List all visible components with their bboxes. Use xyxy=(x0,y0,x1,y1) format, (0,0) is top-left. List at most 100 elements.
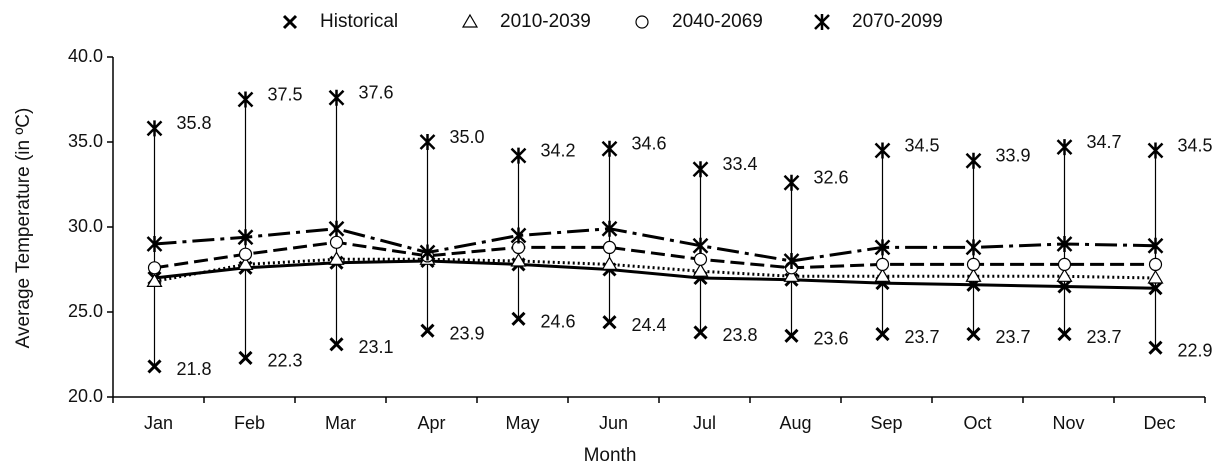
max-label: 34.7 xyxy=(1087,132,1122,152)
marker-x xyxy=(1057,279,1072,294)
marker-x xyxy=(1057,327,1072,342)
marker-asterisk xyxy=(692,237,709,254)
marker-triangle xyxy=(601,256,618,270)
marker-asterisk xyxy=(1147,237,1164,254)
legend-item: Historical xyxy=(282,11,398,32)
marker-x xyxy=(875,327,890,342)
min-label: 23.8 xyxy=(723,325,758,345)
marker-triangle xyxy=(874,268,891,282)
legend-item: 2070-2099 xyxy=(814,11,943,32)
marker-x xyxy=(511,311,526,326)
marker-x xyxy=(1148,340,1163,355)
marker-x xyxy=(329,337,344,352)
marker-x xyxy=(282,14,298,30)
marker-x xyxy=(784,328,799,343)
min-label: 23.7 xyxy=(996,327,1031,347)
max-label: 35.8 xyxy=(177,113,212,133)
max-label: 34.5 xyxy=(905,135,940,155)
x-tick-label: Apr xyxy=(417,413,445,433)
max-label: 37.5 xyxy=(268,84,303,104)
marker-triangle xyxy=(461,13,479,28)
marker-circle xyxy=(329,235,344,249)
x-tick-label: Sep xyxy=(870,413,902,433)
marker-circle xyxy=(875,257,890,271)
marker-asterisk xyxy=(419,134,436,150)
marker-asterisk xyxy=(1056,236,1073,252)
marker-asterisk xyxy=(965,239,982,256)
marker-asterisk xyxy=(874,142,891,159)
min-label: 23.6 xyxy=(814,329,849,349)
marker-asterisk xyxy=(965,152,982,169)
marker-asterisk xyxy=(146,236,163,252)
marker-asterisk xyxy=(510,147,527,164)
legend-label: 2040-2069 xyxy=(672,11,763,32)
marker-triangle xyxy=(1147,269,1164,284)
marker-x xyxy=(602,315,617,330)
marker-asterisk xyxy=(328,89,345,106)
x-tick-label: Jun xyxy=(599,413,628,433)
marker-asterisk xyxy=(1056,139,1073,156)
marker-asterisk xyxy=(146,120,163,137)
min-label: 23.9 xyxy=(450,323,485,343)
max-label: 33.4 xyxy=(723,154,758,174)
legend-item: 2010-2039 xyxy=(461,11,591,32)
marker-circle xyxy=(1148,257,1163,271)
marker-triangle xyxy=(146,273,163,287)
marker-triangle xyxy=(328,251,345,265)
marker-circle xyxy=(147,261,162,275)
legend-label: 2010-2039 xyxy=(500,11,591,32)
marker-asterisk xyxy=(783,253,800,269)
legend-item: 2040-2069 xyxy=(635,11,763,32)
marker-x xyxy=(966,327,981,342)
x-tick-label: May xyxy=(505,413,539,433)
min-label: 23.7 xyxy=(1087,327,1122,347)
marker-asterisk xyxy=(814,14,830,30)
series-line xyxy=(154,240,1156,270)
series-line xyxy=(154,257,1156,283)
x-tick-label: Mar xyxy=(325,413,356,433)
marker-asterisk xyxy=(601,140,618,157)
max-label: 32.6 xyxy=(814,168,849,188)
marker-x xyxy=(693,325,708,340)
x-tick-label: Jan xyxy=(144,413,173,433)
x-axis-label: Month xyxy=(584,445,637,466)
max-label: 37.6 xyxy=(359,83,394,103)
min-label: 24.4 xyxy=(632,315,667,335)
marker-circle xyxy=(602,240,617,254)
y-tick-label: 20.0 xyxy=(68,386,103,406)
marker-circle xyxy=(1057,257,1072,271)
max-label: 34.6 xyxy=(632,134,667,154)
marker-x xyxy=(420,323,435,338)
x-tick-label: Dec xyxy=(1143,413,1175,433)
marker-asterisk xyxy=(1147,142,1164,159)
marker-x xyxy=(238,350,253,365)
marker-asterisk xyxy=(692,161,709,178)
marker-circle xyxy=(693,252,708,266)
x-tick-label: Jul xyxy=(693,413,716,433)
y-tick-label: 40.0 xyxy=(68,46,103,66)
max-label: 33.9 xyxy=(996,145,1031,165)
marker-asterisk xyxy=(237,91,254,108)
marker-triangle xyxy=(965,268,982,282)
marker-triangle xyxy=(510,252,527,267)
min-label: 22.3 xyxy=(268,351,303,371)
marker-triangle xyxy=(1056,268,1073,282)
min-label: 24.6 xyxy=(541,312,576,332)
marker-triangle xyxy=(692,263,709,277)
marker-circle xyxy=(635,15,649,29)
series-line xyxy=(154,227,1156,263)
marker-circle xyxy=(966,257,981,271)
max-label: 35.0 xyxy=(450,127,485,147)
marker-asterisk xyxy=(874,239,891,256)
y-tick-label: 25.0 xyxy=(68,301,103,321)
min-label: 22.9 xyxy=(1178,340,1213,360)
x-tick-label: Oct xyxy=(963,413,991,433)
marker-asterisk xyxy=(783,174,800,191)
y-tick-label: 35.0 xyxy=(68,131,103,151)
y-tick-label: 30.0 xyxy=(68,216,103,236)
x-tick-label: Feb xyxy=(234,413,265,433)
marker-asterisk xyxy=(419,244,436,261)
marker-asterisk xyxy=(510,227,527,244)
min-label: 23.1 xyxy=(359,337,394,357)
